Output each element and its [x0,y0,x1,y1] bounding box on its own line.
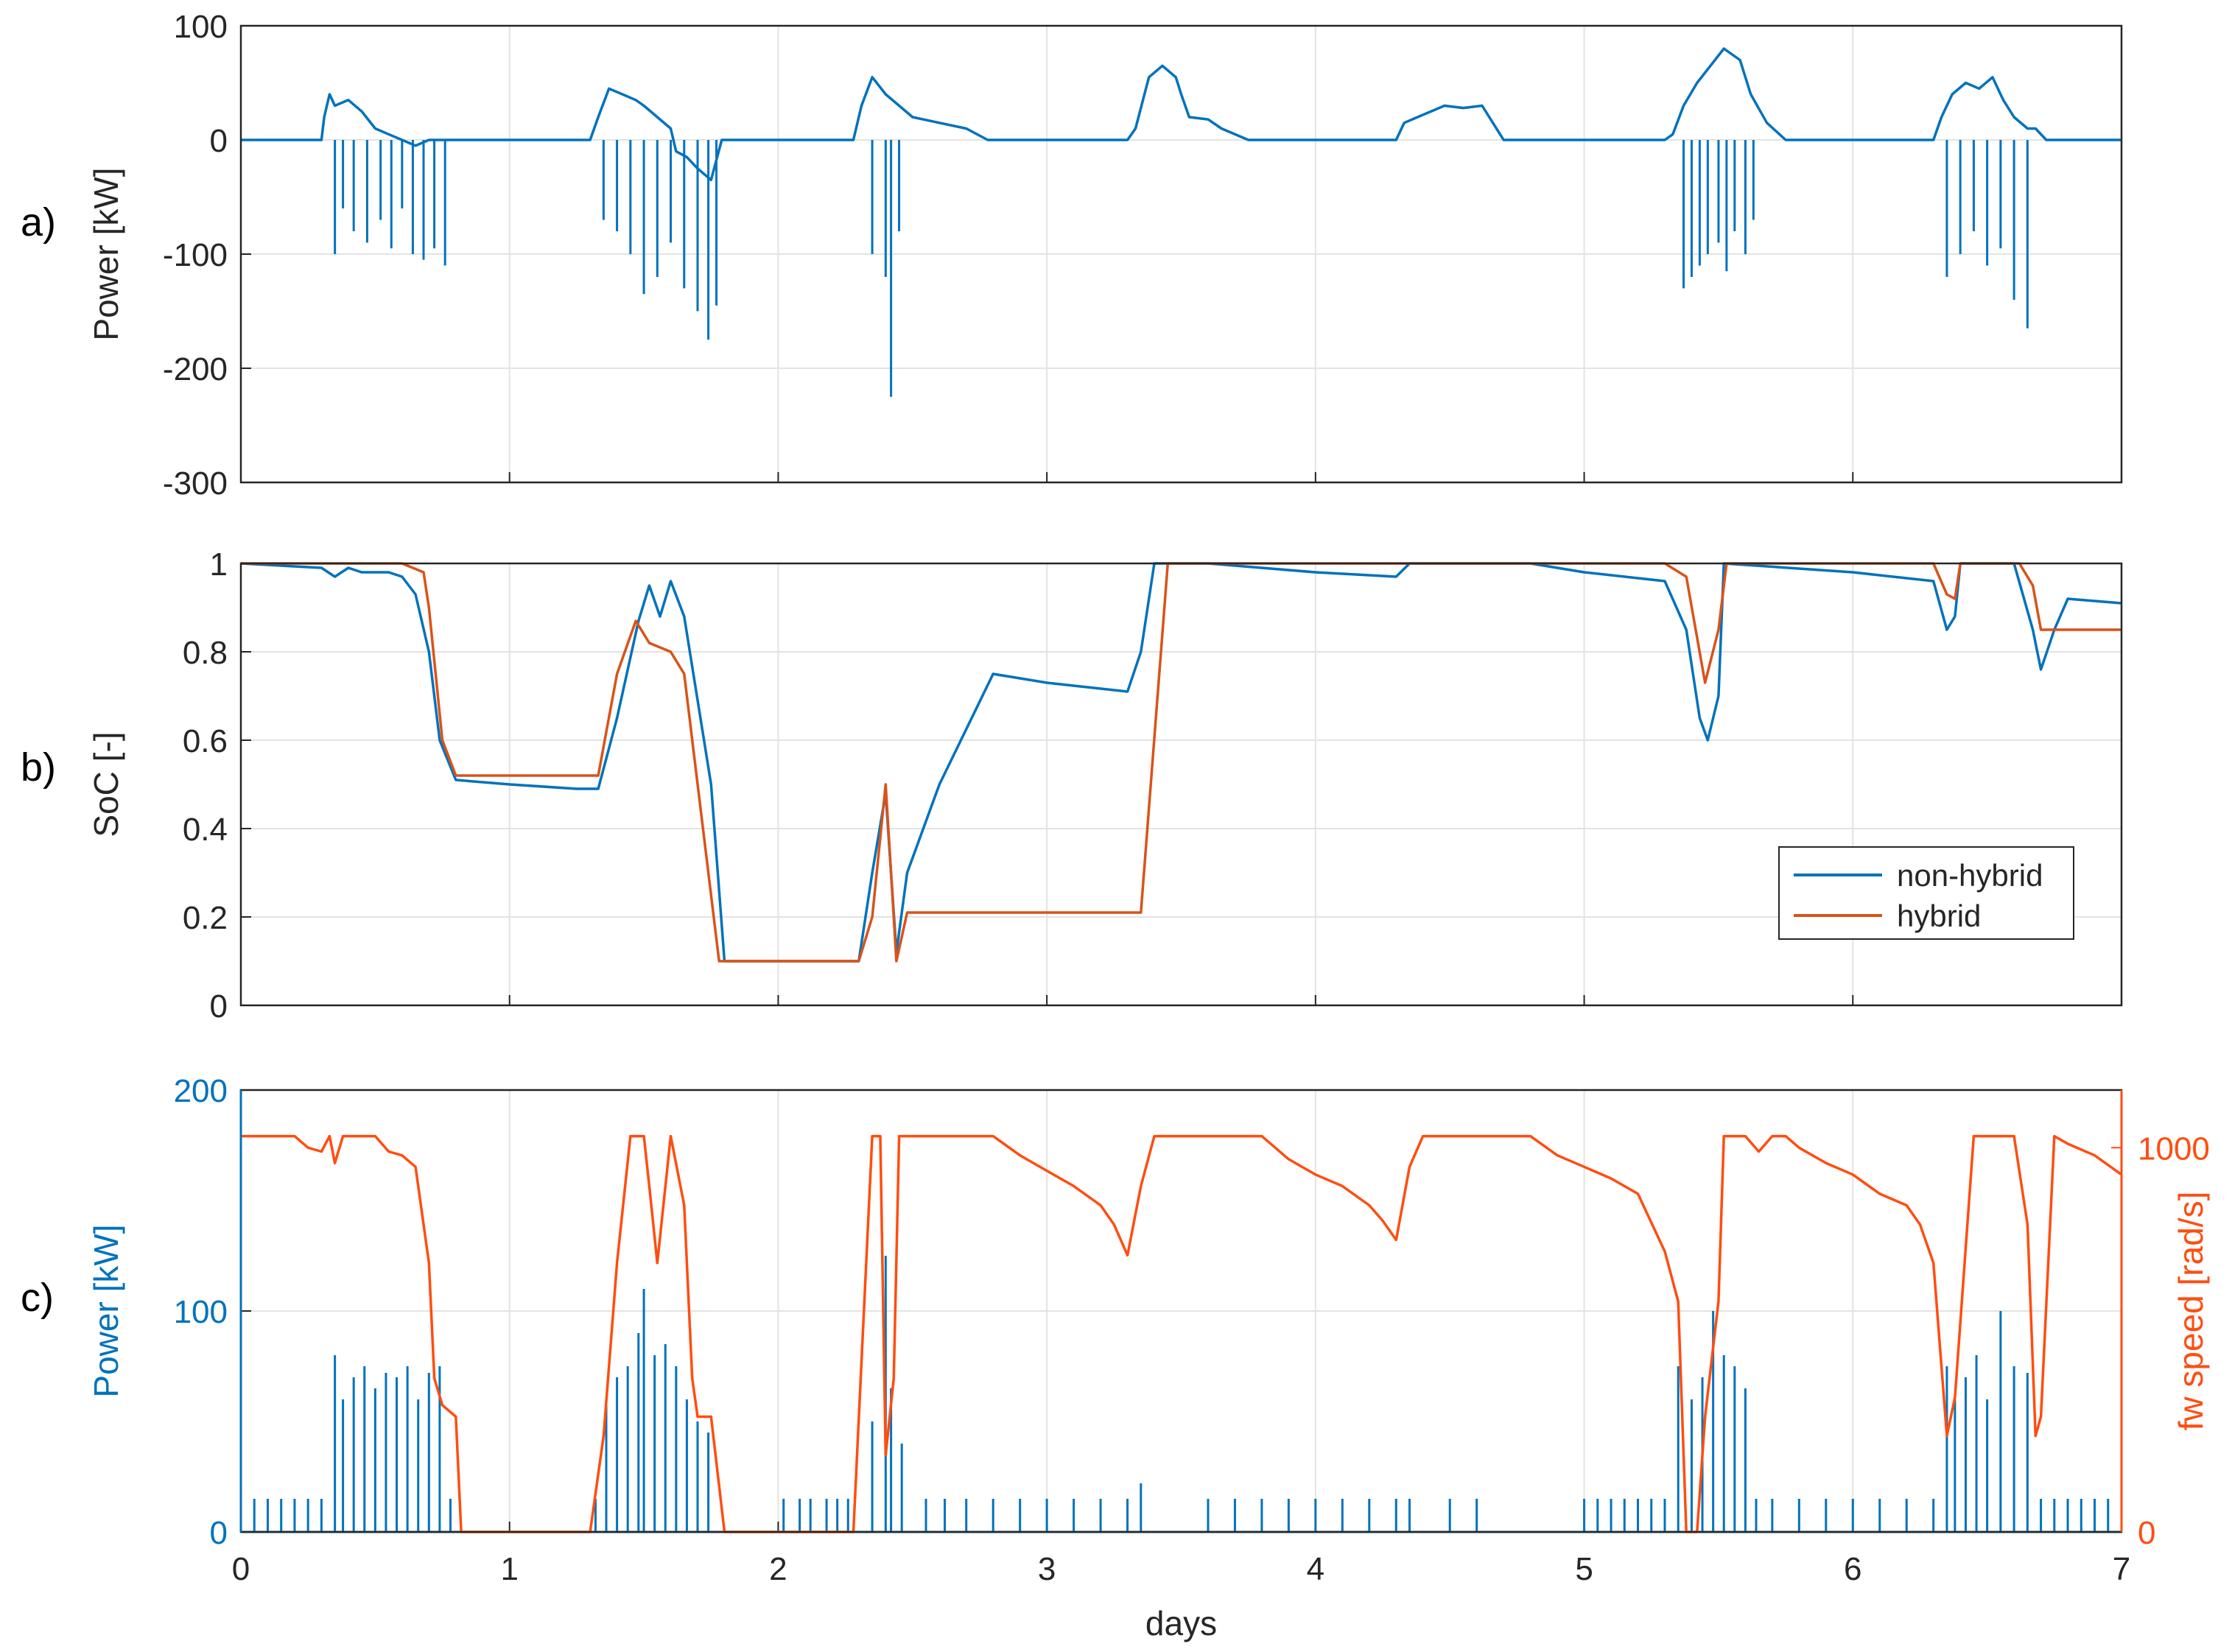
y-tick-label: 0.8 [183,635,228,671]
x-axis-label: days [1145,1604,1217,1642]
y-tick-label: -300 [163,465,228,502]
y-right-tick-label: 0 [2138,1515,2155,1551]
panel-label: b) [21,745,56,790]
series-line-panel3-s2 [241,1134,2123,1533]
series-line-panel1-s1 [241,47,2122,182]
y-tick-label: 1 [210,546,228,583]
y-tick-label: -100 [163,237,228,273]
y-tick-label: -200 [163,351,228,387]
y-axis-label: Power [kW] [87,1224,125,1397]
x-tick-label: 3 [1038,1551,1056,1587]
x-tick-label: 4 [1307,1551,1324,1587]
y-right-tick-label: 1000 [2138,1131,2210,1167]
x-tick-label: 5 [1575,1551,1593,1587]
x-tick-label: 7 [2113,1551,2130,1587]
y-axis-label: SoC [-] [87,731,125,837]
y-tick-label: 100 [174,1294,228,1330]
y-tick-label: 0.2 [183,900,228,936]
plot-frame [239,562,2123,1007]
panel-label: a) [21,200,56,245]
y-tick-label: 0 [210,1515,228,1551]
x-tick-label: 6 [1844,1551,1861,1587]
panel-label: c) [21,1276,54,1320]
plot-frame [239,24,2123,484]
y-tick-label: 0.6 [183,723,228,759]
legend-box [1778,846,2074,940]
legend-label: non-hybrid [1897,858,2043,893]
y-tick-label: 0 [210,123,228,159]
y-tick-label: 100 [174,9,228,45]
y-tick-label: 0.4 [183,812,228,848]
x-tick-label: 1 [500,1551,518,1587]
x-tick-label: 2 [769,1551,787,1587]
y-axis-label-right: fw speed [rad/s] [2172,1192,2210,1431]
y-tick-label: 0 [210,988,228,1024]
y-axis-label: Power [kW] [87,167,125,340]
y-tick-label: 200 [174,1073,228,1109]
series-line-hybrid [241,562,2122,963]
x-tick-label: 0 [232,1551,250,1587]
legend-label: hybrid [1897,899,1981,933]
series-line-non-hybrid [240,562,2122,963]
